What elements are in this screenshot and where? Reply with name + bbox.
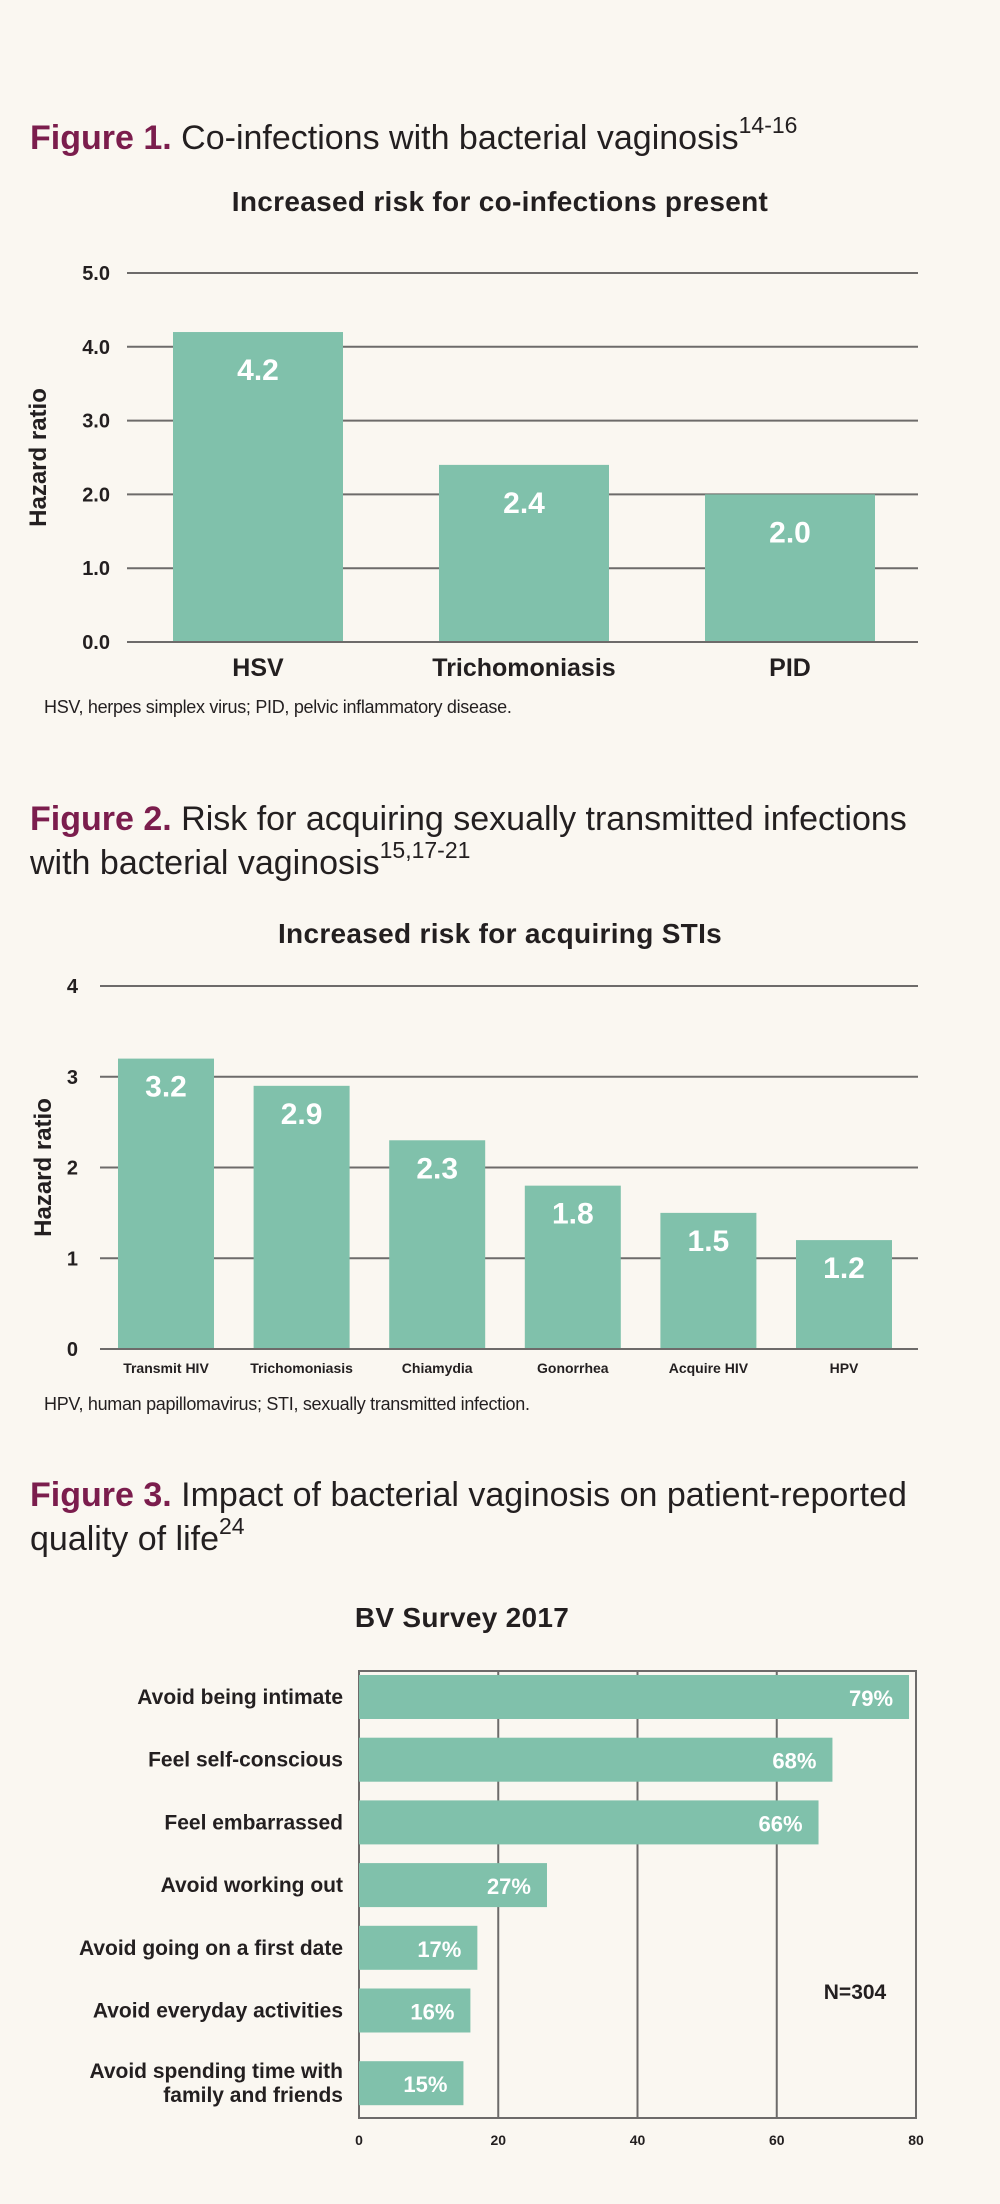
x-tick-label: Transmit HIV [123, 1360, 209, 1376]
y-tick-label: Feel embarrassed [164, 1811, 343, 1834]
y-tick-label-line: Feel embarrassed [164, 1811, 343, 1834]
y-tick-label: 2 [67, 1158, 78, 1180]
y-tick-label: 5.0 [82, 263, 110, 285]
data-label: 3.2 [145, 1071, 187, 1104]
data-label: 68% [772, 1749, 816, 1774]
x-tick-label: HPV [830, 1360, 859, 1376]
data-label: 2.4 [503, 487, 545, 520]
data-label: 66% [758, 1811, 802, 1836]
figure-1-heading: Figure 1. Co-infections with bacterial v… [30, 113, 970, 160]
x-tick-label: 20 [490, 2132, 506, 2148]
data-label: 1.5 [688, 1225, 730, 1258]
x-tick-label: PID [769, 654, 811, 682]
bar [389, 1140, 486, 1349]
data-label: 16% [410, 2000, 454, 2025]
figure-1-footnote: HSV, herpes simplex virus; PID, pelvic i… [44, 697, 512, 717]
bar [796, 1240, 892, 1349]
x-tick-label: Trichomoniasis [250, 1360, 353, 1376]
y-tick-label: 0 [67, 1339, 78, 1361]
bar [660, 1212, 757, 1349]
data-label: 79% [849, 1686, 893, 1711]
y-tick-label: Avoid spending time with family and frien… [89, 2060, 343, 2107]
y-tick-label: Feel self-conscious [148, 1749, 343, 1772]
chart-2-title: Increased risk for acquiring STIs [277, 918, 723, 949]
y-tick-label-line: Avoid spending time with [89, 2060, 343, 2083]
figure-2-ref: 15,17-21 [379, 836, 471, 863]
y-tick-label-line: Avoid being intimate [137, 1686, 343, 1709]
y-tick-label-line: Avoid going on a first date [79, 1937, 343, 1960]
data-label: 2.9 [281, 1098, 323, 1131]
figure-1-label: Figure 1. [30, 119, 172, 157]
chart-2: 0 1 2 3 4 Hazard ratio 3.2 Transmit HIV 2.9 Trich… [30, 976, 918, 1376]
figure-3-ref: 24 [219, 1512, 245, 1539]
data-label: 17% [417, 1937, 461, 1962]
data-label: 1.8 [552, 1198, 594, 1231]
bar [118, 1058, 214, 1349]
figure-2-title: Risk for acquiring sexually transmitted … [30, 800, 907, 882]
y-tick-label: Avoid working out [161, 1874, 343, 1897]
x-tick-label: 40 [630, 2132, 646, 2148]
figure-3-title: Impact of bacterial vaginosis on patient… [30, 1476, 907, 1558]
x-tick-label: Trichomoniasis [432, 654, 615, 682]
figure-2-label: Figure 2. [30, 800, 172, 838]
y-tick-label: 1.0 [82, 558, 110, 580]
x-tick-label: HSV [232, 654, 284, 682]
bar [359, 1925, 478, 1970]
y-tick-label: 1 [67, 1248, 78, 1270]
data-label: 2.0 [769, 516, 811, 549]
figure-3-label: Figure 3. [30, 1476, 172, 1514]
y-tick-label: 3 [67, 1067, 78, 1089]
figure-3-heading: Figure 3. Impact of bacterial vaginosis … [30, 1473, 970, 1561]
bar [439, 464, 609, 642]
bar [253, 1085, 350, 1349]
y-tick-label-line: family and friends [163, 2084, 343, 2107]
bar [359, 1863, 547, 1908]
figure-2-heading: Figure 2. Risk for acquiring sexually tr… [30, 797, 970, 885]
y-tick-label: 0.0 [82, 632, 110, 654]
bar [359, 1675, 910, 1719]
sample-size-annotation: N=304 [824, 1981, 887, 2004]
y-tick-label: 4.0 [82, 337, 110, 359]
y-tick-label-line: Avoid working out [161, 1874, 343, 1897]
y-tick-label: 3.0 [82, 411, 110, 433]
y-tick-label-line: Avoid everyday activities [93, 2000, 343, 2023]
x-tick-label: 0 [355, 2132, 363, 2148]
figure-1-title: Co-infections with bacterial vaginosis [181, 119, 739, 157]
data-label: 1.2 [823, 1252, 865, 1285]
bar [705, 494, 875, 642]
chart-1: 0.0 1.0 2.0 3.0 4.0 5.0 Hazard ratio 4.2 HSV 2.4 T… [25, 263, 918, 682]
y-tick-label: 2.0 [82, 484, 110, 506]
x-tick-label: 60 [769, 2132, 785, 2148]
data-label: 4.2 [237, 354, 279, 387]
x-tick-label: Gonorrhea [537, 1360, 609, 1376]
x-tick-label: Chiamydia [402, 1360, 473, 1376]
chart-1-title: Increased risk for co-infections present [231, 186, 769, 217]
y-axis-label: Hazard ratio [30, 1098, 57, 1237]
y-axis-label: Hazard ratio [25, 388, 52, 527]
bar [359, 1800, 819, 1845]
bar [359, 1737, 833, 1782]
y-tick-label-line: Feel self-conscious [148, 1749, 343, 1772]
y-tick-label: Avoid going on a first date [79, 1937, 343, 1960]
y-tick-label: Avoid being intimate [137, 1686, 343, 1709]
y-tick-label: 4 [67, 976, 79, 998]
data-label: 27% [487, 1874, 531, 1899]
x-tick-label: 80 [908, 2132, 924, 2148]
bar [173, 332, 343, 642]
bar [359, 2061, 464, 2106]
figure-2-footnote: HPV, human papillomavirus; STI, sexually… [44, 1394, 530, 1414]
data-label: 2.3 [416, 1152, 458, 1185]
chart-3-title: BV Survey 2017 [354, 1602, 570, 1633]
x-tick-label: Acquire HIV [669, 1360, 749, 1376]
figure-1-ref: 14-16 [738, 111, 798, 138]
bar [359, 1988, 471, 2033]
bar [524, 1185, 621, 1349]
data-label: 15% [403, 2072, 447, 2097]
y-tick-label: Avoid everyday activities [93, 2000, 343, 2023]
